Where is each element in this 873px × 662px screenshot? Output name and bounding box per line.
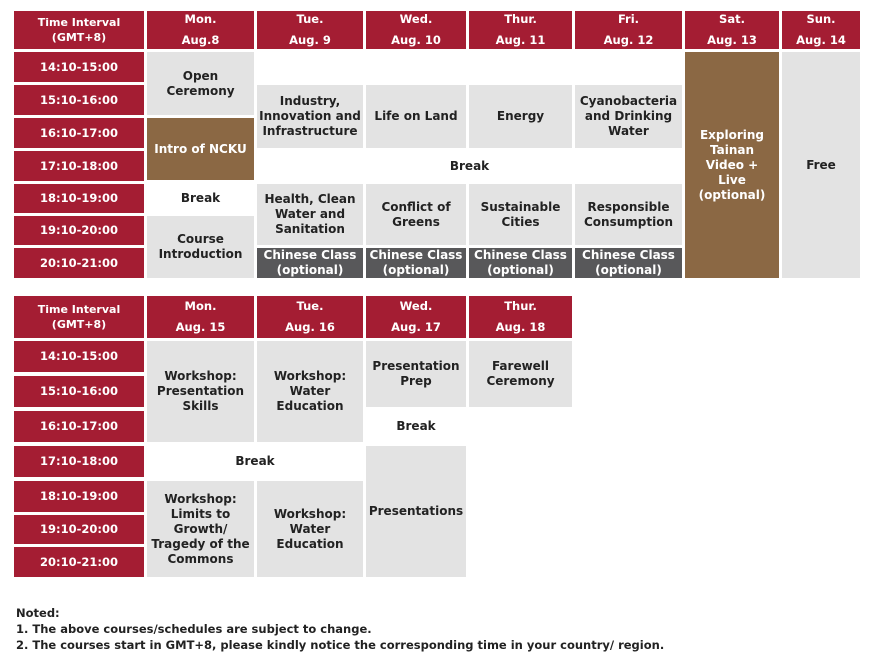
day-header-mon: Mon. Aug.8 bbox=[147, 11, 254, 49]
event-responsible-consumption: Responsible Consumption bbox=[575, 184, 682, 245]
time-slot: 18:10-19:00 bbox=[14, 184, 144, 213]
time-slot: 15:10-16:00 bbox=[14, 376, 144, 407]
date-label: Aug. 17 bbox=[391, 320, 441, 334]
event-farewell-ceremony: Farewell Ceremony bbox=[469, 341, 572, 407]
day-header-tue: Tue. Aug. 9 bbox=[257, 11, 363, 49]
time-interval-header: Time Interval (GMT+8) bbox=[14, 296, 144, 338]
time-slot: 14:10-15:00 bbox=[14, 52, 144, 82]
day-label: Wed. bbox=[399, 299, 433, 313]
time-slot: 17:10-18:00 bbox=[14, 151, 144, 181]
date-label: Aug.8 bbox=[181, 33, 220, 47]
day-label: Thur. bbox=[504, 299, 537, 313]
event-free: Free bbox=[782, 52, 860, 278]
time-slot: 19:10-20:00 bbox=[14, 216, 144, 245]
event-presentations: Presentations bbox=[366, 446, 466, 577]
note-item: 1. The above courses/schedules are subje… bbox=[16, 622, 372, 636]
day-header-thu: Thur. Aug. 18 bbox=[469, 296, 572, 338]
time-slot: 19:10-20:00 bbox=[14, 515, 144, 544]
date-label: Aug. 12 bbox=[603, 33, 654, 47]
event-chinese-class: Chinese Class (optional) bbox=[366, 248, 466, 278]
event-break: Break bbox=[180, 191, 221, 205]
day-label: Wed. bbox=[399, 12, 433, 26]
date-label: Aug. 11 bbox=[495, 33, 546, 47]
event-intro-ncku: Intro of NCKU bbox=[147, 118, 254, 180]
day-header-fri: Fri. Aug. 12 bbox=[575, 11, 682, 49]
date-label: Aug. 16 bbox=[285, 320, 335, 334]
date-label: Aug. 14 bbox=[796, 33, 846, 47]
date-label: Aug. 18 bbox=[495, 320, 546, 334]
day-label: Sat. bbox=[719, 12, 745, 26]
day-label: Mon. bbox=[184, 12, 217, 26]
event-exploring-tainan: Exploring Tainan Video + Live (optional) bbox=[685, 52, 779, 278]
day-header-sat: Sat. Aug. 13 bbox=[685, 11, 779, 49]
date-label: Aug. 10 bbox=[391, 33, 441, 47]
event-break-wide: Break bbox=[235, 454, 275, 468]
day-label: Thur. bbox=[504, 12, 537, 26]
day-label: Tue. bbox=[296, 12, 324, 26]
event-presentation-prep: Presentation Prep bbox=[366, 341, 466, 407]
event-energy: Energy bbox=[469, 85, 572, 148]
event-workshop-limits: Workshop: Limits to Growth/ Tragedy of t… bbox=[147, 481, 254, 577]
time-slot: 14:10-15:00 bbox=[14, 341, 144, 372]
event-conflict-of-greens: Conflict of Greens bbox=[366, 184, 466, 245]
time-slot: 20:10-21:00 bbox=[14, 248, 144, 278]
event-chinese-class: Chinese Class (optional) bbox=[257, 248, 363, 278]
time-slot: 15:10-16:00 bbox=[14, 85, 144, 115]
day-header-sun: Sun. Aug. 14 bbox=[782, 11, 860, 49]
event-workshop-water-education: Workshop: Water Education bbox=[257, 481, 363, 577]
note-item: 2. The courses start in GMT+8, please ki… bbox=[16, 638, 665, 652]
time-slot: 16:10-17:00 bbox=[14, 411, 144, 442]
event-cyanobacteria: Cyanobacteria and Drinking Water bbox=[575, 85, 682, 148]
day-label: Fri. bbox=[617, 12, 640, 26]
event-chinese-class: Chinese Class (optional) bbox=[469, 248, 572, 278]
event-break: Break bbox=[396, 419, 436, 433]
event-workshop-water-education: Workshop: Water Education bbox=[257, 341, 363, 442]
notes-title: Noted: bbox=[16, 606, 60, 620]
time-slot: 20:10-21:00 bbox=[14, 547, 144, 577]
time-slot: 16:10-17:00 bbox=[14, 118, 144, 148]
event-workshop-presentation-skills: Workshop: Presentation Skills bbox=[147, 341, 254, 442]
date-label: Aug. 15 bbox=[175, 320, 226, 334]
time-slot: 18:10-19:00 bbox=[14, 481, 144, 512]
event-life-on-land: Life on Land bbox=[366, 85, 466, 148]
event-open-ceremony: Open Ceremony bbox=[147, 52, 254, 115]
time-slot: 17:10-18:00 bbox=[14, 446, 144, 477]
event-industry: Industry, Innovation and Infrastructure bbox=[257, 85, 363, 148]
event-break-wide: Break bbox=[449, 158, 490, 173]
day-header-tue: Tue. Aug. 16 bbox=[257, 296, 363, 338]
event-chinese-class: Chinese Class (optional) bbox=[575, 248, 682, 278]
event-health: Health, Clean Water and Sanitation bbox=[257, 184, 363, 245]
day-label: Sun. bbox=[806, 12, 836, 26]
date-label: Aug. 13 bbox=[707, 33, 757, 47]
event-course-introduction: Course Introduction bbox=[147, 216, 254, 278]
time-interval-header: Time Interval (GMT+8) bbox=[14, 11, 144, 49]
day-header-thu: Thur. Aug. 11 bbox=[469, 11, 572, 49]
day-header-mon: Mon. Aug. 15 bbox=[147, 296, 254, 338]
day-label: Mon. bbox=[184, 299, 217, 313]
event-sustainable-cities: Sustainable Cities bbox=[469, 184, 572, 245]
date-label: Aug. 9 bbox=[289, 33, 331, 47]
notes: Noted: 1. The above courses/schedules ar… bbox=[16, 605, 664, 653]
day-header-wed: Wed. Aug. 17 bbox=[366, 296, 466, 338]
day-header-wed: Wed. Aug. 10 bbox=[366, 11, 466, 49]
day-label: Tue. bbox=[296, 299, 324, 313]
